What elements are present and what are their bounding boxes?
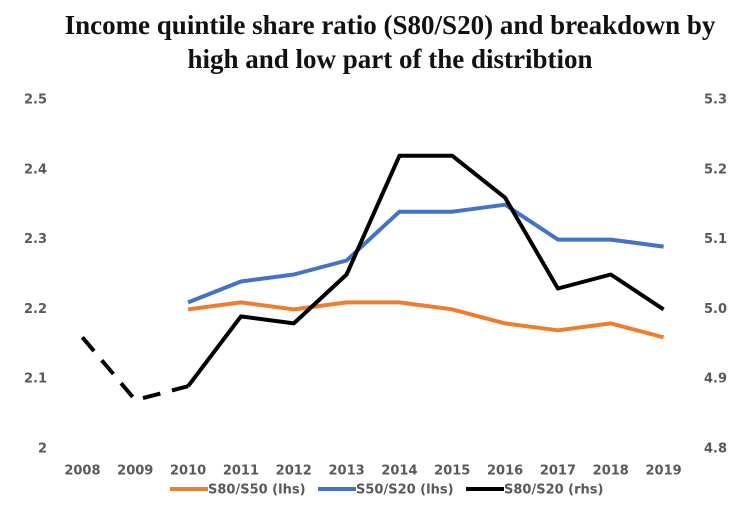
line-series	[187, 300, 665, 340]
x-tick-label: 2014	[381, 464, 417, 479]
line-series	[80, 336, 189, 403]
x-tick-label: 2012	[276, 464, 312, 479]
x-tick-label: 2009	[117, 464, 153, 479]
y2-tick-label: 5.2	[704, 162, 727, 177]
x-tick-label: 2016	[487, 464, 523, 479]
legend-label: S80/S50 (lhs)	[208, 483, 306, 498]
x-tick-label: 2017	[540, 464, 576, 479]
y-tick-label: 2	[38, 442, 47, 457]
x-tick-label: 2011	[223, 464, 259, 479]
y2-tick-label: 5.3	[704, 93, 727, 108]
y2-tick-label: 5.0	[704, 302, 727, 317]
x-tick-label: 2008	[64, 464, 100, 479]
y2-tick-label: 4.9	[704, 372, 727, 387]
x-tick-label: 2013	[328, 464, 364, 479]
y-tick-label: 2.3	[24, 232, 47, 247]
x-tick-label: 2010	[170, 464, 206, 479]
chart-title: Income quintile share ratio (S80/S20) an…	[64, 10, 716, 74]
y-tick-label: 2.2	[24, 302, 47, 317]
y-tick-label: 2.5	[24, 93, 47, 108]
line-series	[186, 153, 665, 388]
y-tick-label: 2.1	[24, 372, 47, 387]
x-tick-label: 2015	[434, 464, 470, 479]
y2-tick-label: 4.8	[704, 442, 727, 457]
legend-label: S50/S20 (lhs)	[356, 483, 454, 498]
x-tick-label: 2019	[645, 464, 681, 479]
y2-tick-label: 5.1	[704, 232, 727, 247]
y-tick-label: 2.4	[24, 162, 47, 177]
line-series	[187, 202, 664, 305]
x-tick-label: 2018	[593, 464, 629, 479]
legend-label: S80/S20 (rhs)	[504, 483, 603, 498]
